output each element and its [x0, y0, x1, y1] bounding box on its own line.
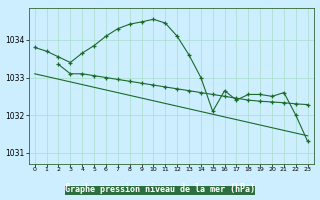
Text: Graphe pression niveau de la mer (hPa): Graphe pression niveau de la mer (hPa) [65, 186, 255, 194]
Text: Graphe pression niveau de la mer (hPa): Graphe pression niveau de la mer (hPa) [65, 182, 255, 192]
